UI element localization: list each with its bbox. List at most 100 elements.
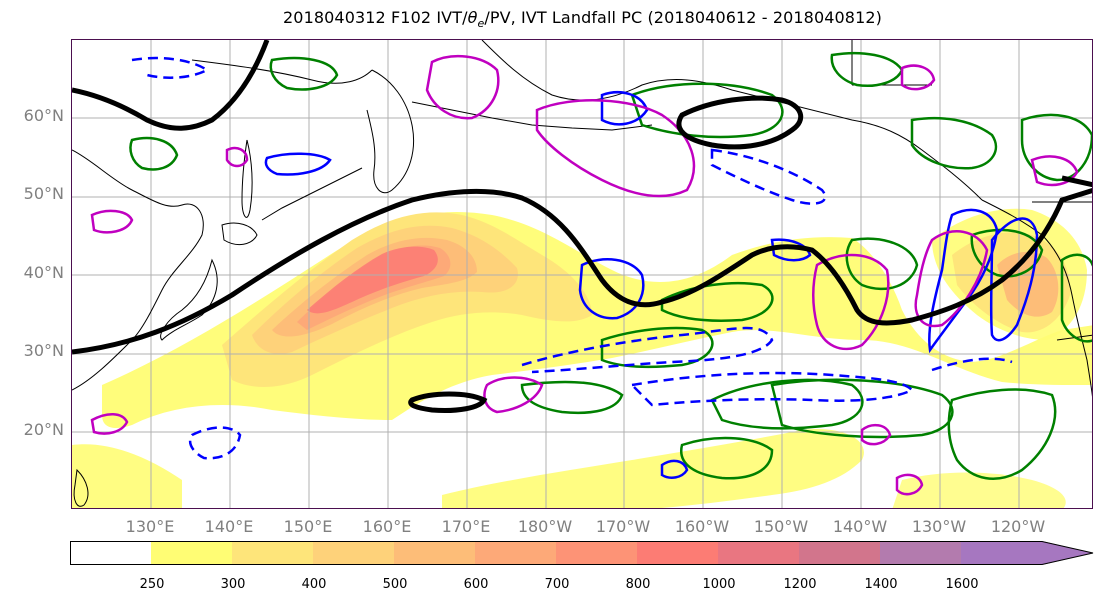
magenta-contour-k: [90, 209, 134, 234]
lat-label-60n: 60°N: [23, 106, 64, 125]
colorbar-tick-800: 800: [625, 577, 651, 592]
japan-hokkaido: [221, 222, 258, 246]
magenta-contour-l: [1030, 155, 1079, 187]
map-panel: [71, 39, 1093, 509]
blue-solid-d: [600, 91, 649, 126]
pv-contours: [72, 40, 1092, 413]
colorbar-segment: [961, 541, 1093, 565]
lon-label-150w: 150°W: [753, 517, 809, 536]
blue-dashed-b: [629, 371, 915, 407]
colorbar-segment: [799, 541, 881, 565]
green-contour-h: [520, 380, 624, 415]
green-contour-f: [679, 436, 774, 480]
colorbar-segments: [70, 541, 1093, 565]
green-contour-n: [129, 136, 179, 171]
green-contour-g: [947, 388, 1057, 480]
colorbar-tick-600: 600: [463, 577, 489, 592]
colorbar-segment: [718, 541, 800, 565]
green-contour-i: [910, 116, 998, 170]
magenta-contour-j: [895, 473, 924, 496]
lon-label-160e: 160°E: [362, 517, 412, 536]
blue-solid-g: [770, 238, 812, 262]
magenta-contour-g: [225, 146, 249, 168]
lat-label-50n: 50°N: [23, 184, 64, 203]
magenta-contour-h: [900, 64, 936, 91]
magenta-contour-c: [812, 253, 890, 351]
philippines: [73, 468, 89, 507]
colorbar-segment: [313, 541, 395, 565]
colorbar-tick-1600: 1600: [945, 577, 979, 592]
colorbar-segment: [637, 541, 719, 565]
colorbar: [70, 541, 1094, 565]
blue-dashed-d: [710, 148, 827, 205]
colorbar-tick-500: 500: [382, 577, 408, 592]
magenta-contour-i: [860, 423, 892, 446]
lat-label-20n: 20°N: [23, 420, 64, 439]
pv-contour-gulf: [676, 95, 804, 150]
title-theta: θ: [467, 8, 478, 27]
north-america-coast: [981, 199, 1092, 397]
lon-label-140e: 140°E: [204, 517, 254, 536]
lon-label-130w: 130°W: [911, 517, 967, 536]
lon-label-170e: 170°E: [441, 517, 491, 536]
colorbar-tick-250: 250: [139, 577, 165, 592]
colorbar-tick-1400: 1400: [864, 577, 898, 592]
kuril-islands: [261, 167, 363, 221]
pv-contour-cutoff: [408, 391, 488, 413]
colorbar-outline: [70, 541, 1094, 565]
colorbar-segment: [151, 541, 233, 565]
blue-solid-b: [928, 208, 999, 354]
lon-label-180w: 180°W: [517, 517, 573, 536]
colorbar-segment: [880, 541, 962, 565]
sakhalin: [241, 139, 253, 218]
colorbar-segment: [232, 541, 314, 565]
title-suffix: /PV, IVT Landfall PC (2018040612 - 20180…: [484, 8, 882, 27]
colorbar-segment: [70, 541, 152, 565]
kamchatka: [366, 69, 415, 194]
colorbar-tick-1200: 1200: [783, 577, 817, 592]
title-prefix: 2018040312 F102 IVT/: [283, 8, 468, 27]
colorbar-tick-300: 300: [220, 577, 246, 592]
theta-positive-contours: [129, 51, 1092, 480]
magenta-contour-b: [535, 99, 696, 198]
lon-label-120w: 120°W: [990, 517, 1046, 536]
blue-dashed-a: [521, 326, 774, 374]
colorbar-segment: [394, 541, 476, 565]
blue-solid-f: [660, 459, 689, 479]
aleutians: [411, 101, 653, 131]
green-contour-e: [770, 378, 954, 439]
lon-label-170w: 170°W: [595, 517, 651, 536]
green-contour-k: [970, 228, 1044, 278]
green-contour-d: [710, 378, 864, 430]
colorbar-tick-700: 700: [544, 577, 570, 592]
graticule: [72, 40, 1092, 508]
blue-solid-a: [578, 258, 645, 320]
pv-contour-main: [72, 188, 1092, 355]
sea-of-okhotsk-coast: [191, 59, 373, 84]
alaska-coast: [481, 40, 983, 201]
coastlines: [72, 40, 1092, 507]
colorbar-segment: [475, 541, 557, 565]
blue-solid-e: [264, 152, 332, 176]
lon-label-130e: 130°E: [125, 517, 175, 536]
magenta-contour-d: [914, 230, 989, 328]
lon-label-140w: 140°W: [832, 517, 888, 536]
figure-title: 2018040312 F102 IVT/θe/PV, IVT Landfall …: [0, 8, 1105, 30]
japan-honshu: [160, 258, 218, 341]
blue-dashed-e: [131, 56, 210, 79]
green-contour-p: [1060, 253, 1092, 343]
theta-negative-contours: [131, 56, 1039, 479]
ivt-band-250-southeast: [892, 472, 1066, 508]
green-contour-b: [660, 281, 774, 322]
lon-label-160w: 160°W: [674, 517, 730, 536]
pv-contour-nw: [72, 40, 270, 131]
green-contour-j: [1020, 113, 1092, 182]
colorbar-tick-1000: 1000: [702, 577, 736, 592]
green-contour-o: [269, 56, 339, 91]
blue-dashed-f: [931, 357, 1013, 372]
blue-solid-c: [989, 217, 1039, 342]
green-contour-a: [600, 326, 714, 369]
green-contour-l: [830, 51, 904, 87]
lat-label-30n: 30°N: [23, 341, 64, 360]
lat-label-40n: 40°N: [23, 263, 64, 282]
